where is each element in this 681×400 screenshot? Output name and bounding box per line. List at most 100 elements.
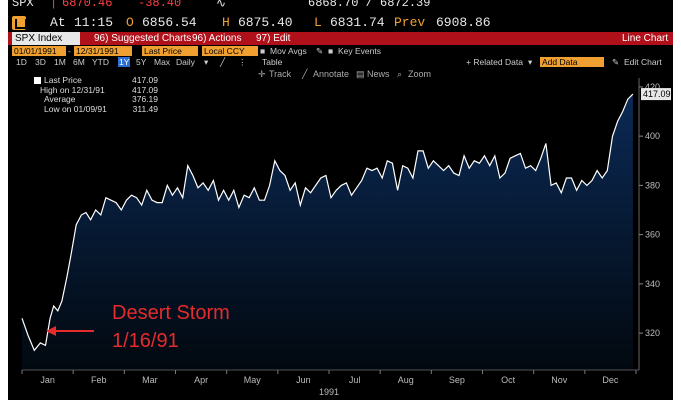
x-tick-label: Sep — [449, 375, 465, 385]
x-tick-label: Apr — [194, 375, 208, 385]
annotation-title: Desert Storm — [112, 302, 230, 324]
news-icon: ▤ — [356, 69, 365, 79]
period-1m[interactable]: 1M — [54, 57, 66, 67]
trend-icon: ∿ — [216, 0, 227, 11]
chart-view-label: Line Chart — [622, 33, 669, 44]
ticker-symbol: SPX — [12, 0, 34, 10]
x-tick-label: Nov — [551, 375, 568, 385]
legend-row-average: Average 376.19 — [34, 94, 158, 105]
chevron-down-icon-2[interactable]: ▾ — [528, 57, 533, 67]
key-events-toggle[interactable]: Key Events — [338, 46, 381, 56]
x-tick-label: Feb — [91, 375, 107, 385]
title-bar: SPX Index 96) Suggested Charts 96) Actio… — [8, 32, 673, 45]
ticker-separator: | — [50, 0, 58, 10]
annotate-tool[interactable]: Annotate — [313, 69, 350, 79]
quote-prev: 6908.86 — [436, 15, 491, 30]
bloomberg-terminal-window: SPX | 6870.46 -38.40 ∿ 6868.70 / 6872.39… — [8, 0, 673, 400]
security-field[interactable]: SPX Index — [12, 32, 80, 45]
quote-high-label: H — [222, 15, 230, 30]
period-controls: 1D 3D 1M 6M YTD 1Y 5Y Max Daily ▾ ╱ ⋮ Ta… — [8, 57, 673, 68]
crosshair-icon: ✛ — [258, 69, 266, 79]
quote-high: 6875.40 — [238, 15, 293, 30]
legend-label: Low on 01/09/91 — [44, 103, 107, 114]
legend-value: 417.09 — [132, 84, 158, 95]
quote-prev-label: Prev — [394, 15, 426, 30]
legend-label: Average — [44, 94, 76, 104]
related-data-button[interactable]: + Related Data — [466, 57, 523, 67]
x-tick-label: Oct — [501, 375, 516, 385]
quote-open-label: O — [126, 15, 134, 30]
compare-icon[interactable]: ⋮ — [238, 57, 247, 67]
frequency-dropdown[interactable]: Daily — [176, 57, 195, 67]
x-tick-label: May — [244, 375, 262, 385]
chart-toolbar: ✛ Track ╱ Annotate ▤ News ⌕ Zoom — [8, 68, 673, 80]
table-button[interactable]: Table — [262, 57, 283, 67]
ticker-range: 6868.70 / 6872.39 — [308, 0, 431, 10]
period-1y[interactable]: 1Y — [118, 57, 131, 67]
x-tick-label: Jan — [40, 375, 55, 385]
y-tick-label: 340 — [645, 279, 660, 289]
quote-low: 6831.74 — [330, 15, 385, 30]
add-data-field[interactable]: Add Data — [540, 57, 604, 67]
last-value-label: 417.09 — [643, 89, 671, 99]
mov-avgs-toggle[interactable]: Mov Avgs — [270, 46, 307, 56]
quote-at-label: At — [50, 15, 66, 30]
start-date-field[interactable]: 01/01/1991 — [12, 46, 66, 56]
legend-swatch — [34, 77, 41, 84]
annotation-arrow-head — [46, 326, 56, 336]
edit-menu[interactable]: 97) Edit — [256, 33, 291, 44]
chart-legend: Last Price 417.09 High on 12/31/91 417.0… — [34, 75, 158, 115]
date-separator: - — [68, 46, 71, 56]
quote-time: 11:15 — [74, 15, 114, 30]
track-tool[interactable]: Track — [269, 69, 292, 79]
suggested-charts-menu[interactable]: 96) Suggested Charts — [94, 33, 192, 44]
legend-label: High on 12/31/91 — [40, 84, 105, 95]
annotation-date: 1/16/91 — [112, 330, 179, 352]
x-tick-label: Mar — [142, 375, 158, 385]
x-tick-label: Aug — [398, 375, 414, 385]
legend-value: 417.09 — [132, 75, 158, 85]
mov-avgs-icon: ■ — [260, 46, 266, 56]
legend-label: Last Price — [44, 75, 82, 85]
news-tool[interactable]: News — [367, 69, 390, 79]
quote-open: 6856.54 — [142, 15, 197, 30]
function-icon[interactable] — [12, 16, 27, 30]
x-tick-label: Jun — [296, 375, 311, 385]
date-controls: 01/01/1991 - 12/31/1991 Last Price Local… — [8, 46, 673, 57]
x-tick-label: Dec — [602, 375, 619, 385]
legend-row-last: Last Price 417.09 — [34, 75, 158, 86]
legend-value: 376.19 — [132, 94, 158, 104]
period-5y[interactable]: 5Y — [136, 57, 147, 67]
field-selector[interactable]: Last Price — [142, 46, 198, 56]
end-date-field[interactable]: 12/31/1991 — [74, 46, 132, 56]
edit-chart-button[interactable]: Edit Chart — [624, 57, 662, 67]
actions-menu[interactable]: 96) Actions — [192, 33, 242, 44]
y-tick-label: 380 — [645, 180, 660, 190]
ticker-change: -38.40 — [138, 0, 182, 10]
period-6m[interactable]: 6M — [73, 57, 85, 67]
y-tick-label: 420 — [645, 82, 660, 92]
annotate-icon: ╱ — [302, 69, 308, 79]
y-tick-label: 360 — [645, 230, 660, 240]
series-line-last-price — [21, 93, 634, 352]
chart-type-icon[interactable]: ╱ — [220, 57, 226, 67]
y-tick-label: 320 — [645, 328, 660, 338]
period-3d[interactable]: 3D — [35, 57, 46, 67]
pencil-icon[interactable]: ✎ — [316, 46, 324, 56]
chevron-down-icon[interactable]: ▾ — [204, 57, 209, 67]
last-value-tag — [641, 88, 671, 101]
ticker-last: 6870.46 — [62, 0, 113, 10]
zoom-icon: ⌕ — [397, 69, 403, 79]
pencil-icon-2[interactable]: ✎ — [612, 57, 620, 67]
period-1d[interactable]: 1D — [16, 57, 27, 67]
legend-row-low: Low on 01/09/91 311.49 — [34, 103, 158, 115]
period-ytd[interactable]: YTD — [92, 57, 109, 67]
series-area-fill — [22, 94, 633, 370]
zoom-tool[interactable]: Zoom — [408, 69, 432, 79]
key-events-icon: ■ — [328, 46, 334, 56]
period-max[interactable]: Max — [154, 57, 171, 67]
currency-selector[interactable]: Local CCY — [202, 46, 258, 56]
quote-low-label: L — [314, 15, 322, 30]
ticker-line: SPX | 6870.46 -38.40 ∿ 6868.70 / 6872.39 — [8, 0, 673, 14]
